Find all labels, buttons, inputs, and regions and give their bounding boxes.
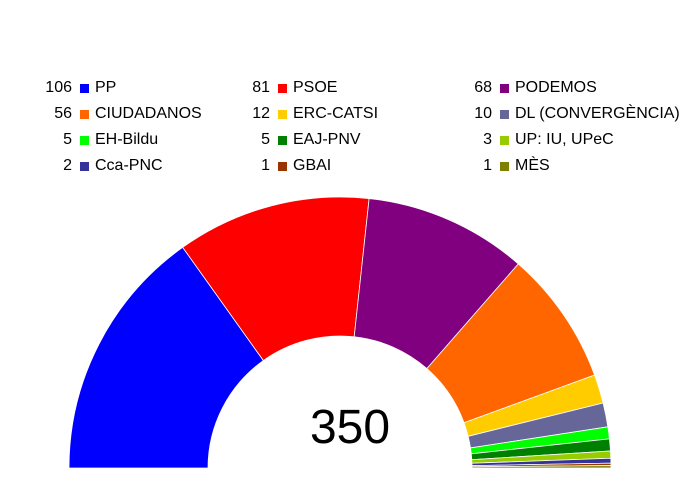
legend-item: 10 DL (CONVERGÈNCIA) <box>460 104 680 124</box>
legend-party-name: MÈS <box>515 157 550 174</box>
legend-item: 3 UP: IU, UPeC <box>460 130 614 150</box>
legend-seat-count: 106 <box>45 79 72 96</box>
legend-swatch <box>80 83 89 93</box>
legend-swatch <box>278 83 287 93</box>
legend-swatch <box>500 83 509 93</box>
legend-swatch <box>80 135 89 145</box>
legend-party-name: PP <box>95 79 117 96</box>
legend-party-name: PSOE <box>293 79 338 96</box>
legend: 106 PP 81 PSOE 68 PODEMOS 56 CIUDADANOS 12 ERC-CA… <box>0 0 700 190</box>
legend-item: 1 MÈS <box>460 156 550 176</box>
legend-item: 5 EAJ-PNV <box>238 130 361 150</box>
legend-item: 1 GBAI <box>238 156 331 176</box>
legend-seat-count: 1 <box>483 157 492 174</box>
seat-segment-pp <box>68 246 264 469</box>
legend-seat-count: 68 <box>474 79 492 96</box>
legend-party-name: DL (CONVERGÈNCIA) <box>515 105 680 122</box>
legend-party-name: CIUDADANOS <box>95 105 202 122</box>
legend-seat-count: 1 <box>261 157 270 174</box>
legend-party-name: EH-Bildu <box>95 131 159 148</box>
legend-swatch <box>500 161 509 171</box>
legend-swatch <box>80 161 89 171</box>
legend-item: 56 CIUDADANOS <box>40 104 202 124</box>
total-seats-label: 350 <box>309 401 391 454</box>
legend-seat-count: 81 <box>252 79 270 96</box>
legend-party-name: GBAI <box>293 157 332 174</box>
legend-party-name: PODEMOS <box>515 79 597 96</box>
legend-swatch <box>278 109 287 119</box>
legend-item: 68 PODEMOS <box>460 78 597 98</box>
legend-swatch <box>278 135 287 145</box>
legend-seat-count: 10 <box>474 105 492 122</box>
legend-swatch <box>500 109 509 119</box>
legend-seat-count: 3 <box>483 131 492 148</box>
legend-party-name: ERC-CATSI <box>293 105 379 122</box>
legend-item: 106 PP <box>40 78 116 98</box>
legend-party-name: UP: IU, UPeC <box>515 131 614 148</box>
legend-item: 12 ERC-CATSI <box>238 104 378 124</box>
legend-swatch <box>80 109 89 119</box>
legend-seat-count: 2 <box>63 157 72 174</box>
legend-swatch <box>278 161 287 171</box>
legend-seat-count: 12 <box>252 105 270 122</box>
legend-seat-count: 5 <box>63 131 72 148</box>
legend-item: 2 Cca-PNC <box>40 156 163 176</box>
legend-item: 5 EH-Bildu <box>40 130 158 150</box>
legend-party-name: EAJ-PNV <box>293 131 361 148</box>
legend-swatch <box>500 135 509 145</box>
legend-item: 81 PSOE <box>238 78 337 98</box>
legend-party-name: Cca-PNC <box>95 157 163 174</box>
legend-seat-count: 5 <box>261 131 270 148</box>
seat-segment-m-s <box>471 465 612 469</box>
legend-seat-count: 56 <box>54 105 72 122</box>
